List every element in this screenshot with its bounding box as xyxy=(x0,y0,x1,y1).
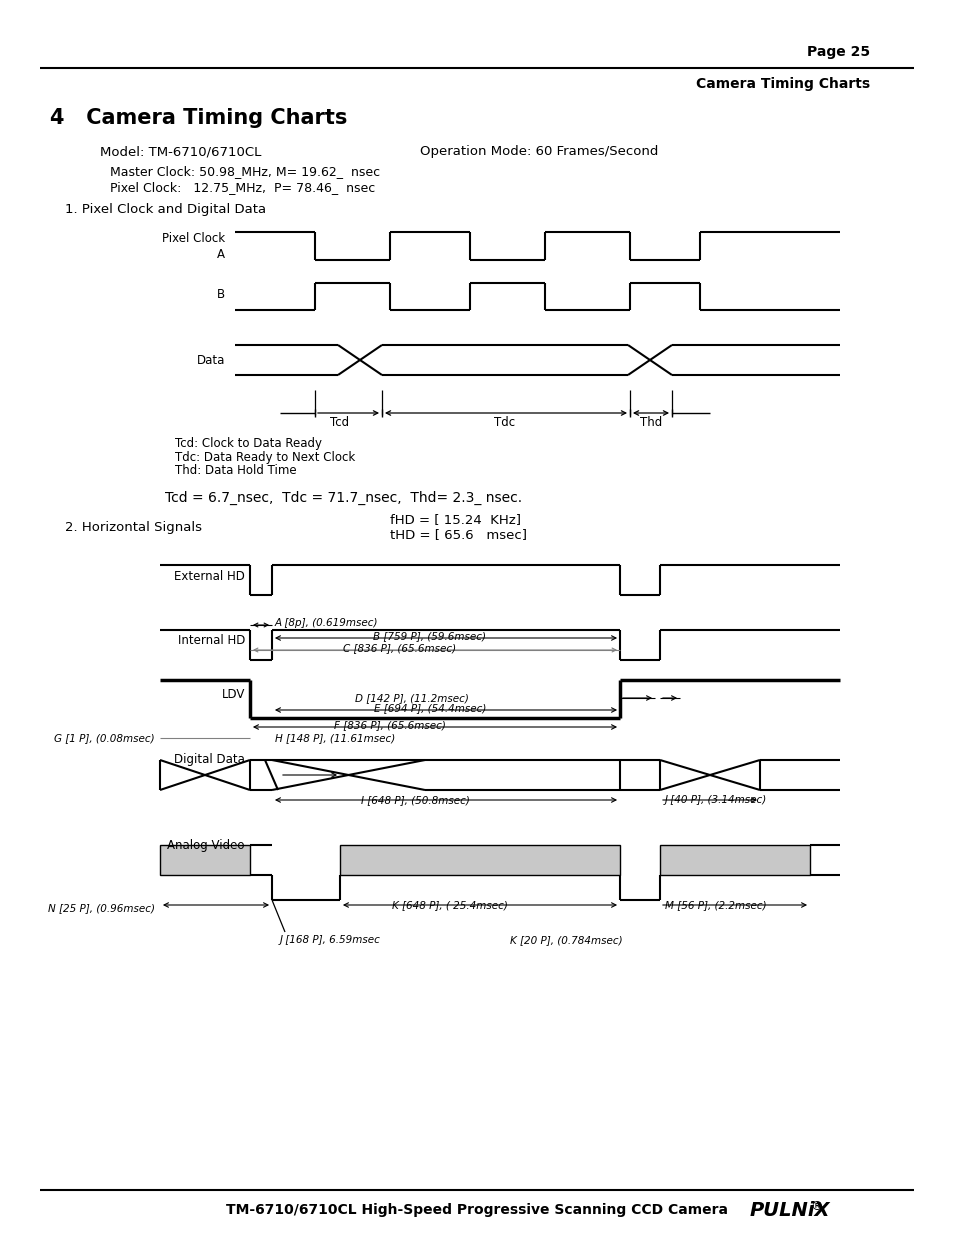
Text: Thd: Data Hold Time: Thd: Data Hold Time xyxy=(174,464,296,478)
Text: B [759 P], (59.6msec): B [759 P], (59.6msec) xyxy=(374,631,486,641)
Text: D [142 P], (11.2msec): D [142 P], (11.2msec) xyxy=(355,693,468,703)
Text: Pixel Clock: Pixel Clock xyxy=(162,231,225,245)
Text: Page 25: Page 25 xyxy=(806,44,869,59)
Text: 2. Horizontal Signals: 2. Horizontal Signals xyxy=(65,520,202,534)
Text: TM-6710/6710CL High-Speed Progressive Scanning CCD Camera: TM-6710/6710CL High-Speed Progressive Sc… xyxy=(226,1203,727,1216)
Bar xyxy=(339,845,619,876)
Text: J [40 P], (3.14msec): J [40 P], (3.14msec) xyxy=(664,795,766,805)
Text: 1. Pixel Clock and Digital Data: 1. Pixel Clock and Digital Data xyxy=(65,204,266,216)
Text: E [694 P], (54.4msec): E [694 P], (54.4msec) xyxy=(374,703,486,713)
Text: K [20 P], (0.784msec): K [20 P], (0.784msec) xyxy=(510,935,622,945)
Text: G [1 P], (0.08msec): G [1 P], (0.08msec) xyxy=(54,734,154,743)
Text: Tcd: Tcd xyxy=(330,416,349,430)
Text: Tdc: Tdc xyxy=(494,416,515,430)
Text: Camera Timing Charts: Camera Timing Charts xyxy=(695,77,869,91)
Text: I [648 P], (50.8msec): I [648 P], (50.8msec) xyxy=(360,795,469,805)
Text: M [56 P], (2.2msec): M [56 P], (2.2msec) xyxy=(664,900,766,910)
Bar xyxy=(659,845,809,876)
Text: Master Clock: 50.98_MHz, M= 19.62_  nsec: Master Clock: 50.98_MHz, M= 19.62_ nsec xyxy=(110,165,379,179)
Text: PULNiX: PULNiX xyxy=(749,1200,830,1219)
Text: Operation Mode: 60 Frames/Second: Operation Mode: 60 Frames/Second xyxy=(419,146,658,158)
Bar xyxy=(160,845,250,876)
Text: H [148 P], (11.61msec): H [148 P], (11.61msec) xyxy=(274,734,395,743)
Text: fHD = [ 15.24  KHz]: fHD = [ 15.24 KHz] xyxy=(390,514,520,526)
Text: B: B xyxy=(216,289,225,301)
Text: 4   Camera Timing Charts: 4 Camera Timing Charts xyxy=(50,107,347,128)
Text: Tcd = 6.7_nsec,  Tdc = 71.7_nsec,  Thd= 2.3_ nsec.: Tcd = 6.7_nsec, Tdc = 71.7_nsec, Thd= 2.… xyxy=(165,492,521,505)
Text: C [836 P], (65.6msec): C [836 P], (65.6msec) xyxy=(343,643,456,653)
Text: N [25 P], (0.96msec): N [25 P], (0.96msec) xyxy=(48,903,154,913)
Text: Tcd: Clock to Data Ready: Tcd: Clock to Data Ready xyxy=(174,436,322,450)
Text: Tdc: Data Ready to Next Clock: Tdc: Data Ready to Next Clock xyxy=(174,451,355,463)
Text: F [836 P], (65.6msec): F [836 P], (65.6msec) xyxy=(334,720,445,730)
Text: Pixel Clock:   12.75_MHz,  P= 78.46_  nsec: Pixel Clock: 12.75_MHz, P= 78.46_ nsec xyxy=(110,182,375,194)
Text: Internal HD: Internal HD xyxy=(177,634,245,646)
Text: LDV: LDV xyxy=(221,688,245,701)
Text: J [168 P], 6.59msec: J [168 P], 6.59msec xyxy=(280,935,380,945)
Text: Thd: Thd xyxy=(639,416,661,430)
Text: Analog Video: Analog Video xyxy=(168,839,245,851)
Text: A: A xyxy=(216,248,225,262)
Text: Data: Data xyxy=(196,353,225,367)
Text: ®: ® xyxy=(809,1200,821,1214)
Text: tHD = [ 65.6   msec]: tHD = [ 65.6 msec] xyxy=(390,529,526,541)
Text: External HD: External HD xyxy=(174,569,245,583)
Text: Model: TM-6710/6710CL: Model: TM-6710/6710CL xyxy=(100,146,261,158)
Text: Digital Data: Digital Data xyxy=(174,753,245,767)
Text: K [648 P], ( 25.4msec): K [648 P], ( 25.4msec) xyxy=(392,900,507,910)
Text: A [8p], (0.619msec): A [8p], (0.619msec) xyxy=(274,618,378,629)
